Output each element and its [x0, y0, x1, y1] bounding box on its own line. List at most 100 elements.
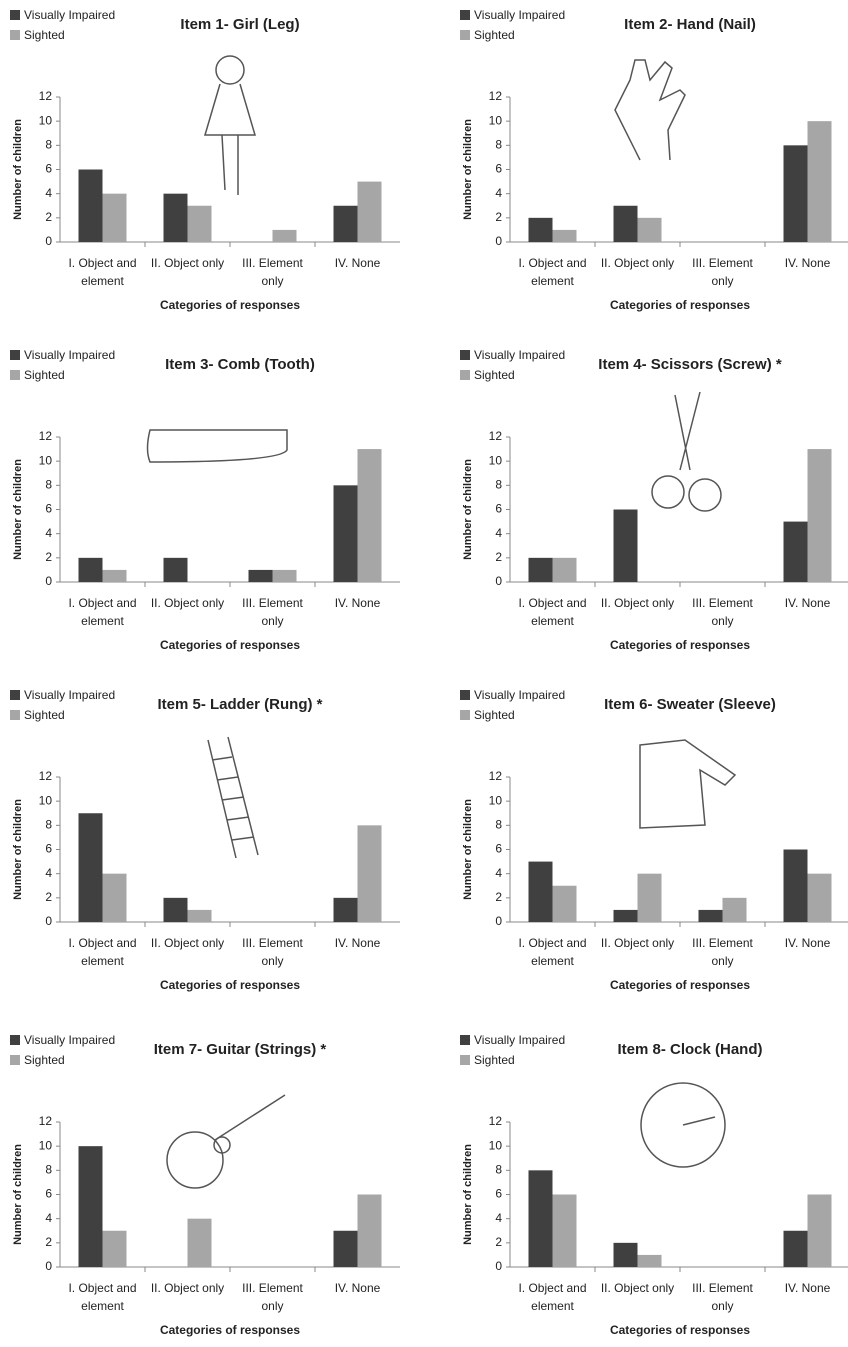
y-tick-label: 8: [495, 1163, 502, 1177]
chart-panel: Item 3- Comb (Tooth)Visually ImpairedSig…: [10, 348, 400, 652]
x-axis-label: Categories of responses: [160, 978, 300, 992]
legend-label: Visually Impaired: [474, 8, 565, 22]
legend-swatch: [10, 690, 20, 700]
y-tick-label: 0: [495, 1259, 502, 1273]
y-tick-label: 2: [45, 1235, 52, 1249]
y-tick-label: 0: [45, 914, 52, 928]
legend-swatch: [10, 1035, 20, 1045]
x-axis-label: Categories of responses: [610, 1323, 750, 1337]
y-tick-label: 6: [495, 502, 502, 516]
y-tick-label: 10: [489, 793, 503, 807]
x-tick-label-box: IV. None: [765, 254, 848, 294]
y-tick-label: 10: [489, 113, 503, 127]
y-tick-label: 12: [489, 769, 503, 783]
y-axis-label: Number of children: [462, 799, 474, 900]
x-tick-label-box: IV. None: [315, 1279, 400, 1319]
legend-label: Visually Impaired: [474, 688, 565, 702]
y-tick-label: 4: [495, 186, 502, 200]
x-axis-label: Categories of responses: [610, 298, 750, 312]
bar: [249, 570, 273, 582]
bar: [273, 570, 297, 582]
y-tick-label: 12: [489, 429, 503, 443]
bar: [358, 825, 382, 922]
x-tick-label: IV. None: [765, 1279, 848, 1297]
bar: [188, 206, 212, 242]
bar: [103, 1231, 127, 1267]
x-tick-label-box: IV. None: [765, 1279, 848, 1319]
bar: [358, 182, 382, 242]
chart-title: Item 8- Clock (Hand): [617, 1041, 762, 1058]
bar: [79, 558, 103, 582]
x-tick-label-box: III. Element only: [230, 254, 315, 294]
legend-swatch: [10, 10, 20, 20]
y-tick-label: 6: [495, 842, 502, 856]
y-tick-label: 10: [489, 453, 503, 467]
x-tick-label-box: I. Object and element: [510, 254, 595, 294]
y-tick-label: 2: [45, 210, 52, 224]
legend-label: Sighted: [474, 1053, 515, 1067]
x-tick-label-box: III. Element only: [680, 594, 765, 634]
bar: [529, 558, 553, 582]
x-tick-label: IV. None: [765, 254, 848, 272]
chart-title: Item 4- Scissors (Screw) *: [598, 356, 782, 373]
legend-swatch: [10, 350, 20, 360]
y-tick-label: 0: [495, 574, 502, 588]
bar: [614, 910, 638, 922]
icon-hand: [615, 60, 685, 160]
y-tick-label: 6: [45, 502, 52, 516]
chart-panel: Item 1- Girl (Leg)Visually ImpairedSight…: [10, 8, 400, 312]
x-tick-label-box: II. Object only: [145, 594, 230, 634]
bar: [808, 449, 832, 582]
legend-label: Visually Impaired: [24, 348, 115, 362]
x-tick-label-box: IV. None: [765, 594, 848, 634]
y-tick-label: 0: [45, 234, 52, 248]
bar: [358, 449, 382, 582]
y-tick-label: 12: [489, 1114, 503, 1128]
y-tick-label: 6: [45, 162, 52, 176]
y-tick-label: 4: [495, 866, 502, 880]
y-axis-label: Number of children: [12, 119, 24, 220]
y-tick-label: 6: [45, 1187, 52, 1201]
bar: [553, 558, 577, 582]
legend-label: Sighted: [24, 1053, 65, 1067]
icon-guitar: [215, 1095, 285, 1140]
bar: [529, 1170, 553, 1267]
y-tick-label: 12: [39, 769, 53, 783]
icon-girl: [205, 84, 255, 195]
y-tick-label: 10: [39, 1138, 53, 1152]
x-tick-label-box: II. Object only: [145, 934, 230, 974]
legend-swatch: [460, 1055, 470, 1065]
x-tick-label: IV. None: [315, 934, 400, 952]
x-axis-label: Categories of responses: [160, 1323, 300, 1337]
y-tick-label: 2: [495, 1235, 502, 1249]
x-tick-label: III. Element only: [230, 1279, 315, 1315]
legend-swatch: [10, 30, 20, 40]
icon-sweater: [640, 740, 735, 828]
y-tick-label: 8: [495, 818, 502, 832]
legend-label: Sighted: [474, 708, 515, 722]
x-axis-label: Categories of responses: [160, 298, 300, 312]
x-tick-label: III. Element only: [230, 594, 315, 630]
x-tick-label-box: II. Object only: [595, 594, 680, 634]
x-tick-label: I. Object and element: [60, 1279, 145, 1315]
x-tick-label-box: IV. None: [315, 594, 400, 634]
chart-title: Item 7- Guitar (Strings) *: [154, 1041, 327, 1058]
chart-title: Item 1- Girl (Leg): [180, 16, 299, 33]
x-tick-label: I. Object and element: [510, 1279, 595, 1315]
y-axis-label: Number of children: [462, 119, 474, 220]
icon-scissors: [689, 479, 721, 511]
x-tick-label: I. Object and element: [510, 254, 595, 290]
icon-comb: [148, 430, 288, 462]
x-tick-label: I. Object and element: [60, 934, 145, 970]
x-tick-label-box: III. Element only: [230, 1279, 315, 1319]
y-tick-label: 4: [495, 526, 502, 540]
y-tick-label: 8: [45, 1163, 52, 1177]
page: {"chart_data": [ {"type": "bar", "title"…: [0, 0, 848, 1347]
bar: [334, 1231, 358, 1267]
y-tick-label: 2: [495, 890, 502, 904]
y-tick-label: 8: [495, 478, 502, 492]
x-tick-label: II. Object only: [595, 1279, 680, 1297]
x-tick-label: II. Object only: [595, 594, 680, 612]
bar: [784, 850, 808, 923]
x-tick-label-box: I. Object and element: [60, 1279, 145, 1319]
